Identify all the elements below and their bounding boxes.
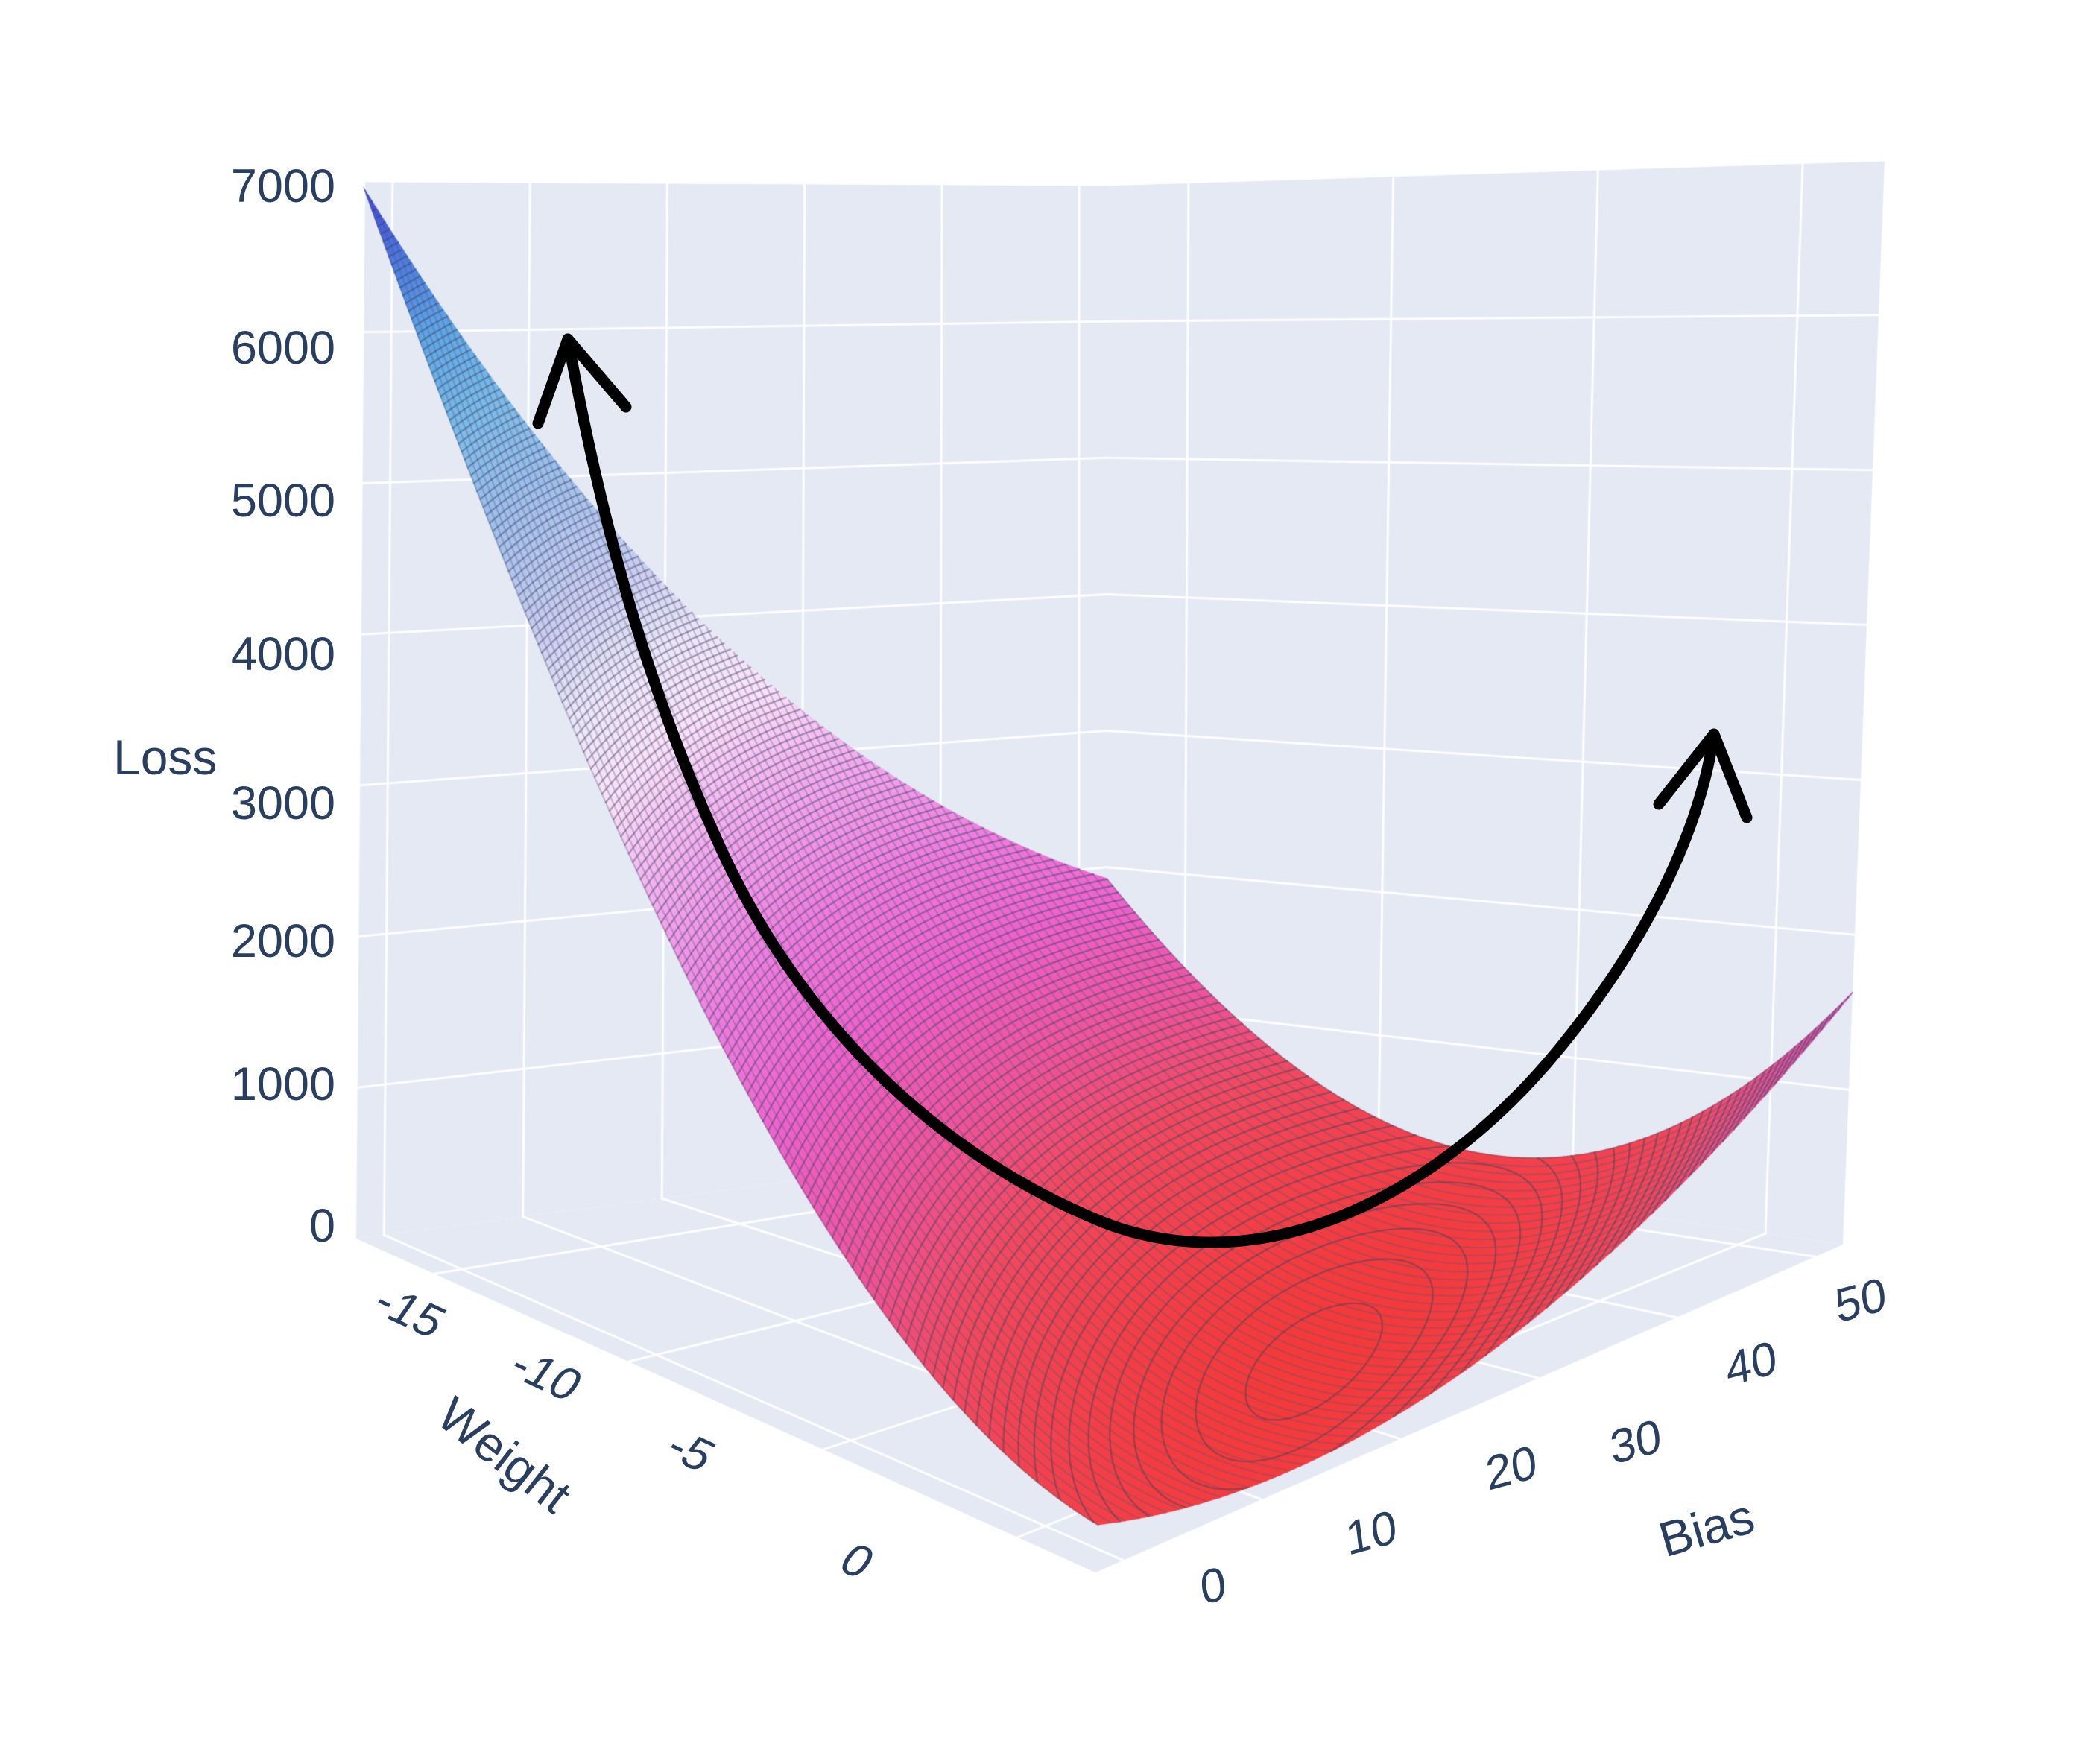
z-tick-label: 6000 [230, 322, 335, 374]
z-axis-title: Loss [113, 730, 218, 785]
z-tick-label: 1000 [230, 1058, 335, 1110]
z-tick-label: 2000 [230, 915, 335, 967]
z-tick-label: 0 [309, 1200, 335, 1252]
z-tick-label: 7000 [230, 160, 335, 212]
z-tick-label: 3000 [230, 777, 335, 829]
z-tick-label: 4000 [230, 628, 335, 680]
z-tick-label: 5000 [230, 475, 335, 527]
